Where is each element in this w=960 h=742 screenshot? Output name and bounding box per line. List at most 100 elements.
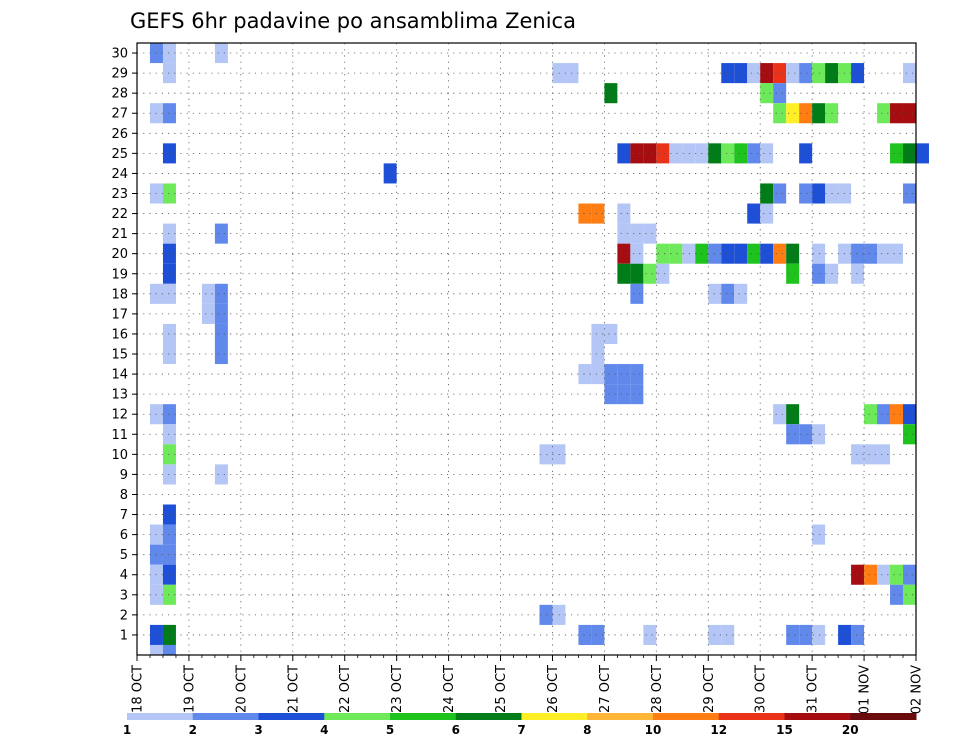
heatmap-cell (162, 143, 176, 164)
chart-title: GEFS 6hr padavine po ansamblima Zenica (130, 9, 576, 33)
heatmap-cell (162, 644, 176, 655)
heatmap-cell (851, 243, 865, 264)
heatmap-cell (162, 343, 176, 365)
heatmap-cell (890, 143, 904, 164)
heatmap-cell (669, 243, 683, 264)
colorbar-swatch (521, 713, 588, 720)
colorbar-label: 12 (710, 723, 727, 737)
heatmap-cell (890, 584, 904, 605)
heatmap-cell (747, 243, 761, 264)
x-tick-label: 20 OCT (234, 665, 249, 713)
heatmap-cell (591, 624, 605, 645)
heatmap-cell (773, 63, 787, 84)
heatmap-cell (773, 103, 787, 124)
heatmap-cell (903, 564, 916, 585)
heatmap-cell (812, 524, 826, 545)
heatmap-cell (734, 283, 748, 304)
heatmap-cell (162, 323, 176, 344)
heatmap-cell (760, 243, 774, 264)
x-tick-label: 29 OCT (702, 665, 717, 713)
heatmap-cell (539, 604, 553, 625)
heatmap-cell (630, 283, 644, 304)
x-tick-label: 22 OCT (338, 665, 353, 713)
y-tick-label: 11 (111, 428, 128, 443)
y-tick-label: 3 (120, 588, 128, 603)
heatmap-cell (799, 143, 813, 164)
y-tick-label: 17 (111, 307, 128, 322)
x-tick-label: 30 OCT (754, 665, 769, 713)
x-tick-label: 02 NOV (910, 665, 925, 714)
heatmap-cell (682, 243, 696, 264)
heatmap-cell (877, 564, 891, 585)
heatmap-cell (383, 163, 397, 184)
y-tick-label: 24 (111, 167, 128, 182)
heatmap-cell (604, 384, 618, 405)
heatmap-cell (812, 103, 826, 124)
colorbar-label: 2 (189, 723, 197, 737)
colorbar-swatch (324, 713, 391, 720)
heatmap-cell (162, 444, 176, 465)
heatmap-cell (786, 404, 800, 425)
heatmap-cell (786, 624, 800, 645)
colorbar-label: 15 (776, 723, 793, 737)
x-tick-label: 28 OCT (650, 665, 665, 713)
colorbar-swatch (653, 713, 720, 720)
heatmap-cell (877, 404, 891, 425)
y-tick-label: 30 (111, 47, 128, 62)
colorbar-swatch (718, 713, 785, 720)
heatmap-cell (903, 103, 916, 124)
heatmap-cell (747, 203, 761, 224)
heatmap-cell (786, 63, 800, 84)
heatmap-cell (604, 364, 618, 385)
heatmap-cell (656, 263, 670, 284)
y-tick-label: 2 (120, 608, 128, 623)
heatmap-cell (721, 624, 735, 645)
heatmap-cell (903, 404, 916, 425)
heatmap-cell (812, 624, 826, 645)
colorbar-label: 10 (645, 723, 662, 737)
grid-lines (137, 43, 916, 655)
colorbar-swatch (390, 713, 457, 720)
colorbar-label: 3 (254, 723, 262, 737)
heatmap-cell (864, 243, 878, 264)
heatmap-cell (864, 564, 878, 585)
heatmap-cell (617, 203, 631, 224)
heatmap-cell (201, 283, 215, 304)
heatmap-cell (162, 183, 176, 204)
heatmap-cell (760, 63, 774, 84)
heatmap-cell (591, 203, 605, 224)
heatmap-cell (747, 143, 761, 164)
heatmap-cell (851, 263, 865, 284)
colorbar-swatch (587, 713, 654, 720)
heatmap-cell (851, 444, 865, 465)
heatmap-cell (162, 584, 176, 605)
heatmap-cell (214, 323, 228, 344)
heatmap-cell (617, 143, 631, 164)
heatmap-cell (760, 203, 774, 224)
heatmap-cell (903, 183, 916, 204)
heatmap-cell (617, 263, 631, 284)
y-tick-label: 12 (111, 408, 128, 423)
heatmap-cell (162, 103, 176, 124)
heatmap-cell (578, 203, 592, 224)
heatmap-cell (773, 243, 787, 264)
heatmap-cell (656, 243, 670, 264)
heatmap-cell (786, 103, 800, 124)
y-tick-label: 9 (120, 468, 128, 483)
heatmap-cell (890, 564, 904, 585)
heatmap-cell (864, 404, 878, 425)
heatmap-cell (864, 444, 878, 465)
heatmap-cell (916, 143, 929, 164)
heatmap-cell (162, 63, 176, 84)
heatmap-cell (604, 83, 618, 104)
y-tick-label: 20 (111, 247, 128, 262)
y-tick-label: 18 (111, 287, 128, 302)
heatmap-cell (799, 624, 813, 645)
x-tick-label: 31 OCT (806, 665, 821, 713)
colorbar-label: 5 (386, 723, 394, 737)
heatmap-cell (812, 243, 826, 264)
heatmap-cell (851, 564, 865, 585)
heatmap-cell (214, 303, 228, 324)
y-tick-label: 21 (111, 227, 128, 242)
heatmap-cell (617, 243, 631, 264)
